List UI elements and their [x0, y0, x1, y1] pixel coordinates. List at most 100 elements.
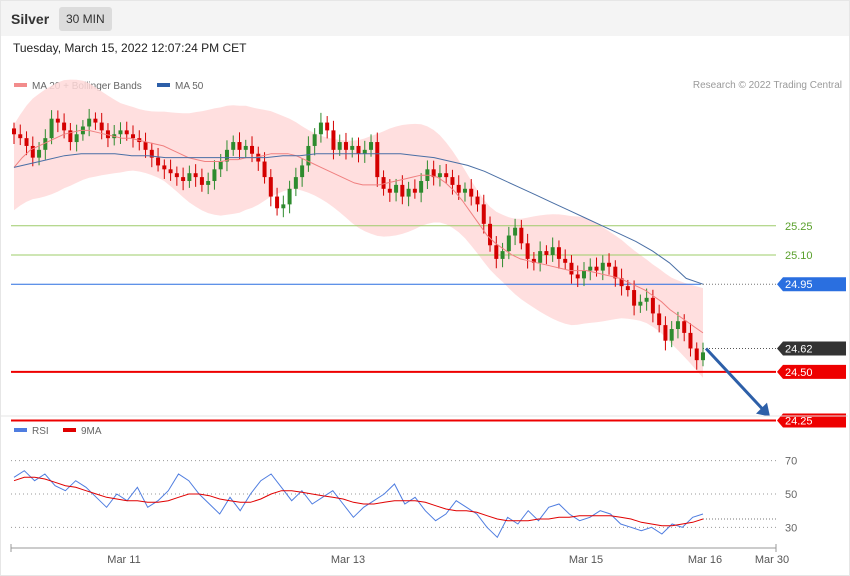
- candle-body: [275, 196, 280, 209]
- candle-body: [600, 262, 605, 271]
- candle-body: [68, 130, 73, 143]
- candle-body: [37, 149, 42, 158]
- candle-body: [193, 173, 198, 178]
- candle-body: [362, 149, 367, 154]
- candle-body: [356, 145, 361, 154]
- candle-body: [669, 329, 674, 341]
- pivot-tag: [777, 277, 846, 292]
- x-tick-label: Mar 15: [569, 554, 603, 566]
- candle-body: [513, 227, 518, 236]
- candle-body: [174, 173, 179, 178]
- candle-body: [550, 247, 555, 255]
- candle-body: [268, 177, 273, 197]
- ma20-swatch: [14, 83, 27, 88]
- candle-body: [187, 173, 192, 181]
- candle-body: [475, 196, 480, 205]
- candle-body: [412, 188, 417, 193]
- candle-body: [650, 297, 655, 314]
- candle-body: [293, 177, 298, 189]
- candle-body: [531, 258, 536, 263]
- candle-body: [544, 251, 549, 255]
- candle-body: [237, 142, 242, 150]
- rsi-swatch: [14, 428, 27, 433]
- candle-body: [131, 134, 136, 139]
- candle-body: [105, 130, 110, 139]
- legend-rsi: RSI: [14, 426, 49, 437]
- rsi-ma-legend-label: 9MA: [81, 426, 102, 437]
- candle-body: [506, 235, 511, 252]
- timeframe-badge[interactable]: 30 MIN: [59, 7, 112, 31]
- candle-body: [469, 188, 474, 197]
- candle-body: [312, 134, 317, 146]
- candle-body: [24, 138, 29, 146]
- candle-body: [431, 169, 436, 178]
- rsi-level-label-70: 70: [785, 456, 797, 468]
- candle-body: [607, 262, 612, 267]
- candle-body: [118, 130, 123, 135]
- candle-body: [538, 251, 543, 263]
- candle-body: [663, 325, 668, 341]
- last-price-tag: [777, 341, 846, 356]
- bollinger-band: [14, 79, 703, 378]
- support-label-24.25: 24.25: [785, 416, 813, 428]
- candle-body: [93, 118, 98, 123]
- candle-body: [419, 181, 424, 193]
- candle-body: [156, 157, 161, 166]
- ma50-line: [13, 153, 704, 285]
- candle-body: [437, 173, 442, 178]
- candle-body: [657, 313, 662, 326]
- ma20-line: [13, 129, 704, 334]
- candle-body: [588, 266, 593, 271]
- candle-body: [556, 247, 561, 259]
- candle-body: [343, 142, 348, 150]
- candle-body: [55, 118, 60, 123]
- last-price-label: 24.62: [785, 343, 813, 355]
- candle-body: [181, 177, 186, 181]
- credit-text: Research © 2022 Trading Central: [692, 80, 842, 91]
- candle-body: [644, 297, 649, 302]
- candle-body: [519, 227, 524, 244]
- x-tick-label: Mar 11: [107, 554, 140, 566]
- candle-body: [581, 270, 586, 279]
- candle-body: [400, 184, 405, 197]
- candle-body: [369, 142, 374, 150]
- candle-body: [456, 184, 461, 193]
- resistance-label-25.25: 25.25: [785, 221, 813, 233]
- candle-body: [462, 188, 467, 193]
- candle-body: [206, 181, 211, 185]
- candle-body: [12, 128, 16, 135]
- support-tag-24.50: [777, 364, 846, 379]
- candle-body: [49, 118, 54, 139]
- ma50-legend-label: MA 50: [175, 81, 204, 92]
- candle-body: [525, 243, 530, 259]
- candle-body: [500, 251, 505, 259]
- candle-body: [381, 177, 386, 189]
- candle-body: [450, 177, 455, 185]
- candle-body: [638, 301, 643, 306]
- candle-body: [575, 274, 580, 279]
- candle-body: [481, 204, 486, 224]
- candle-body: [569, 262, 574, 275]
- x-tick-label: Mar 16: [688, 554, 722, 566]
- candle-body: [231, 142, 236, 150]
- candle-body: [594, 266, 599, 271]
- candle-body: [444, 173, 449, 178]
- candle-body: [318, 122, 323, 135]
- candle-body: [43, 138, 48, 150]
- candle-body: [694, 348, 699, 361]
- candle-body: [394, 184, 399, 193]
- rsi-level-label-50: 50: [785, 489, 797, 501]
- candle-body: [87, 118, 92, 127]
- candle-body: [199, 177, 204, 185]
- candle-body: [74, 134, 79, 143]
- candle-body: [212, 169, 217, 181]
- candle-body: [62, 122, 67, 131]
- candle-body: [701, 352, 705, 361]
- legend-rsi-ma: 9MA: [63, 426, 102, 437]
- candle-body: [306, 145, 311, 166]
- candle-body: [563, 258, 568, 263]
- candle-body: [149, 149, 154, 158]
- candle-body: [387, 188, 392, 193]
- chart-header: Silver 30 MIN: [1, 1, 849, 36]
